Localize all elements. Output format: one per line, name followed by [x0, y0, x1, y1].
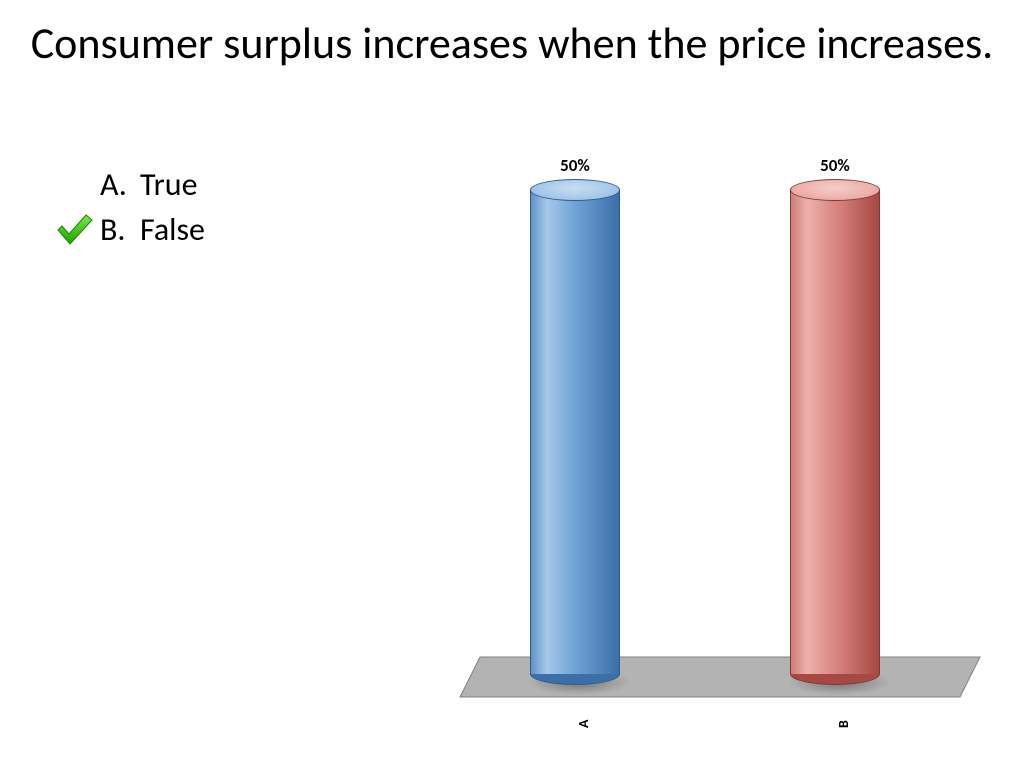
- option-b: B. False: [100, 210, 205, 249]
- bar-b-label: B: [835, 720, 852, 728]
- bar-a-body: [530, 190, 620, 674]
- bar-b-percent: 50%: [785, 155, 885, 176]
- option-b-letter: B.: [100, 210, 140, 249]
- bar-a-top-cap: [530, 179, 620, 201]
- checkmark-icon: [54, 212, 94, 246]
- bar-a-label: A: [575, 720, 592, 728]
- answer-options: A. True B. False: [100, 165, 205, 255]
- bar-b-top-cap: [790, 179, 880, 201]
- option-a: A. True: [100, 165, 205, 204]
- bar-b: [790, 179, 880, 684]
- slide-title: Consumer surplus increases when the pric…: [0, 18, 1024, 69]
- option-a-letter: A.: [100, 165, 140, 204]
- option-b-text: False: [140, 210, 205, 249]
- option-a-text: True: [140, 165, 198, 204]
- bar-a: [530, 179, 620, 684]
- bar-a-percent: 50%: [525, 155, 625, 176]
- bar-b-body: [790, 190, 880, 674]
- poll-chart: 50% 50% A B: [470, 155, 1000, 745]
